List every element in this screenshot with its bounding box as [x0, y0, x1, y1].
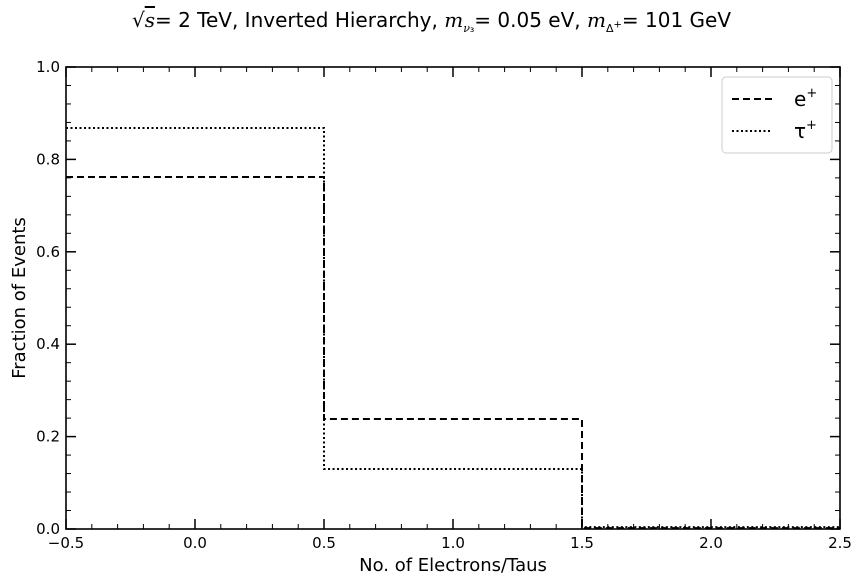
chart-title: √s= 2 TeV, Inverted Hierarchy, mν₃= 0.05…: [0, 8, 863, 35]
x-tick-label: 0.5: [312, 534, 336, 552]
series-line-electron: [66, 175, 840, 530]
m-delta-symbol: m: [587, 8, 606, 32]
x-axis-label: No. of Electrons/Taus: [359, 555, 547, 576]
series-line-tau: [66, 126, 840, 529]
m-nu-symbol: m: [444, 8, 464, 32]
x-tick-label: 1.0: [441, 534, 465, 552]
title-text-energy: = 2 TeV, Inverted Hierarchy,: [154, 8, 445, 32]
m-delta-subscript: Δ+: [605, 19, 622, 35]
x-tick-label: −0.5: [48, 534, 84, 552]
x-tick-label: 0.0: [183, 534, 207, 552]
x-tick-label: 2.5: [828, 534, 852, 552]
y-tick-label: 0.4: [36, 335, 60, 353]
legend-box: [721, 76, 833, 154]
y-tick-label: 0.0: [36, 520, 60, 538]
y-tick-label: 1.0: [36, 58, 60, 76]
y-axis-label: Fraction of Events: [9, 217, 30, 379]
y-tick-label: 0.8: [36, 150, 60, 168]
m-nu-subscript: ν₃: [463, 22, 475, 35]
title-text-delta-mass: = 101 GeV: [621, 8, 732, 32]
sqrt-s-symbol: √s: [131, 8, 155, 32]
y-tick-label: 0.2: [36, 428, 60, 446]
title-text-neutrino-mass: = 0.05 eV,: [474, 8, 588, 32]
x-tick-label: 1.5: [570, 534, 594, 552]
x-tick-label: 2.0: [699, 534, 723, 552]
y-tick-label: 0.6: [36, 243, 60, 261]
